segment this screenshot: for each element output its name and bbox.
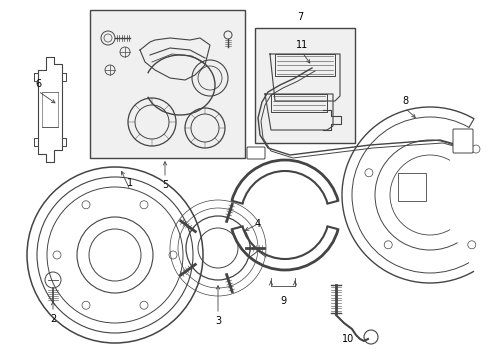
Text: 11: 11 <box>295 40 307 50</box>
Text: 6: 6 <box>35 79 41 89</box>
FancyBboxPatch shape <box>452 129 472 153</box>
Text: 4: 4 <box>254 219 261 229</box>
Bar <box>90 10 244 158</box>
FancyBboxPatch shape <box>246 147 264 159</box>
Text: 5: 5 <box>162 180 168 190</box>
Text: 7: 7 <box>296 12 303 22</box>
Text: 3: 3 <box>215 316 221 326</box>
Text: 2: 2 <box>50 314 56 324</box>
Text: 1: 1 <box>127 178 133 188</box>
Text: 8: 8 <box>401 96 407 106</box>
Bar <box>254 28 354 143</box>
Text: 10: 10 <box>341 334 353 344</box>
Text: 9: 9 <box>279 296 285 306</box>
Bar <box>397 173 425 201</box>
